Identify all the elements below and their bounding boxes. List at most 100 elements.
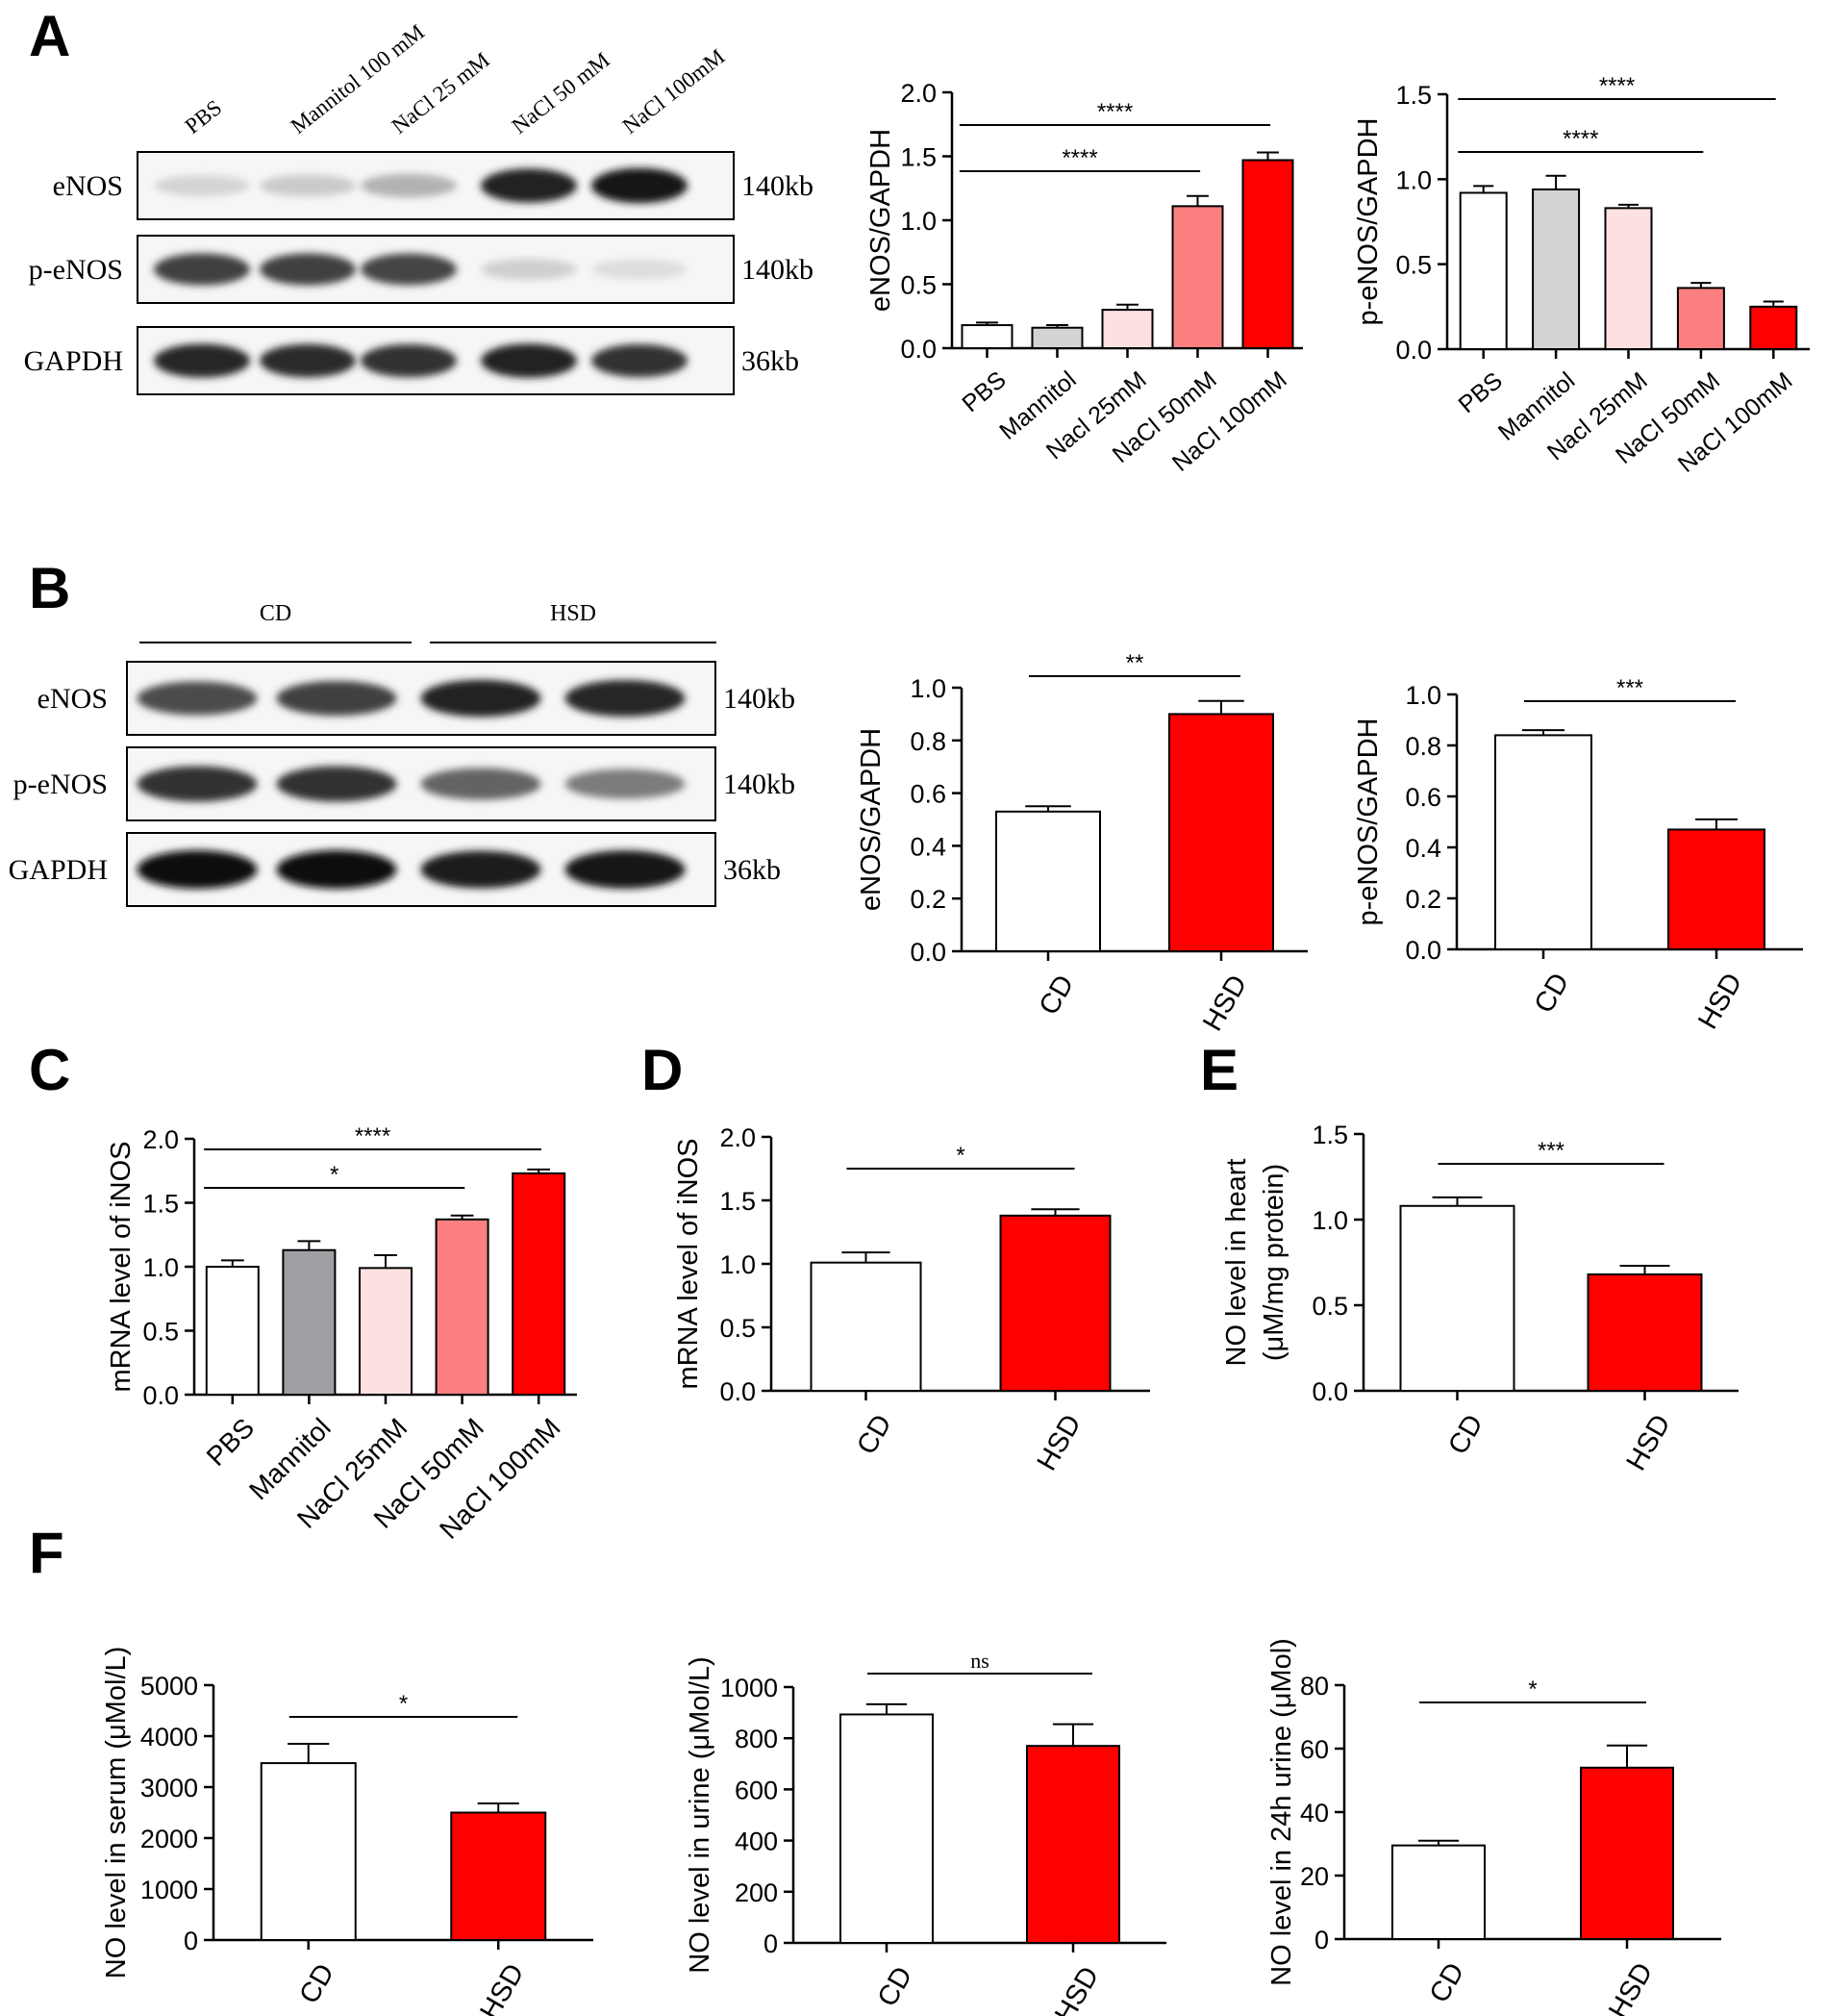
blot-band [361,343,457,378]
y-tick-label: 0.2 [910,885,946,914]
y-tick-label: 0.8 [1405,732,1441,761]
blot-band [260,253,356,286]
blot-group-label: CD [260,601,291,626]
y-tick-label: 0.5 [142,1318,179,1347]
y-tick-label: 600 [735,1776,778,1804]
y-tick-label: 0.2 [1405,885,1441,914]
x-tick-label: HSD [1197,970,1253,1037]
y-tick-label: 0.0 [719,1377,756,1406]
y-axis-label: NO level in serum (μMol/L) [101,1647,132,1978]
bar-hsd [1168,713,1274,953]
y-tick-label: 5000 [140,1672,198,1701]
blot-band [154,175,250,196]
y-tick-label: 0.6 [1405,783,1441,812]
bar-pbs [205,1266,260,1396]
blot-band [420,768,541,800]
blot-band [361,173,457,198]
significance-label: *** [1616,675,1643,701]
y-axis-label: p-eNOS/GAPDH [1353,718,1384,926]
y-tick-label: 0.5 [1395,251,1432,280]
bar-pbs [961,324,1014,349]
y-tick-label: 1.5 [1312,1121,1348,1149]
bar-cd [810,1261,922,1393]
blot-band [137,849,258,890]
panel-letter-e: E [1200,1038,1239,1102]
significance-label: * [330,1162,338,1188]
bar-nacl-50mm [1171,205,1224,349]
y-axis-label: NO level in heart [1221,1159,1252,1367]
blot-size-label: 140kb [723,769,795,800]
bar-nacl-100mm [1241,159,1294,349]
y-tick-label: 0.4 [1405,834,1441,863]
blot-band [260,174,356,197]
y-tick-label: 2000 [140,1825,198,1853]
blot-lane-label: NaCl 50 mM [508,48,614,139]
y-tick-label: 0.0 [1405,936,1441,965]
y-tick-label: 0.6 [910,780,946,809]
blot-size-label: 140kb [723,683,795,715]
blot-band [481,343,577,378]
y-tick-label: 1.0 [719,1250,756,1279]
blot-band [564,850,686,889]
x-tick-label: HSD [1621,1410,1677,1476]
y-tick-label: 20 [1300,1862,1329,1891]
x-tick-label: PBS [201,1412,261,1472]
y-tick-label: 0 [1314,1926,1329,1954]
bar-mannitol [1532,188,1581,350]
chart-b-enos: 0.0 0.2 0.4 0.6 0.8 1.0 eNOS/GAPDH CD HSD ** [856,650,1308,1037]
bar-mannitol [282,1248,337,1396]
panel-letter-a: A [29,4,71,68]
x-tick-label: HSD [474,1959,530,2016]
y-tick-label: 4000 [140,1723,198,1751]
x-tick-label: HSD [1603,1958,1659,2016]
panel-letter-b: B [29,556,71,620]
y-axis-label: p-eNOS/GAPDH [1353,118,1384,326]
chart-e: 0.0 0.5 1.0 1.5 NO level in heart (μM/mg prot… [1221,1121,1739,1476]
y-tick-label: 2.0 [719,1123,756,1152]
significance-label: * [956,1143,964,1169]
bar-nacl-50mm [435,1218,489,1397]
x-tick-label: CD [851,1410,898,1460]
significance-label: **** [355,1123,390,1149]
blot-band [137,766,258,802]
y-tick-label: 2.0 [900,79,937,108]
bar-nacl-25mm [1101,309,1154,350]
y-tick-label: 0.0 [142,1381,179,1410]
y-tick-label: 0.0 [1312,1377,1348,1406]
chart-a-penos: 0.00.51.01.5p-eNOS/GAPDHPBSMannitolNacl … [1353,73,1810,478]
bar-charts: 0.00.51.01.52.0eNOS/GAPDHPBSMannitolNacl… [101,73,1810,2016]
blot-band [481,168,577,203]
chart-a-enos: 0.00.51.01.52.0eNOS/GAPDHPBSMannitolNacl… [865,79,1303,477]
x-tick-label: PBS [1454,367,1508,419]
bar-cd [260,1762,357,1941]
bar-nacl-25mm [359,1267,413,1396]
blot-band [276,680,397,717]
bar-cd [839,1713,934,1945]
x-tick-label: CD [872,1962,919,2012]
blot-row-label: GAPDH [24,345,123,377]
blot-row-label: GAPDH [9,854,108,886]
bar-cd [995,810,1101,953]
blot-band [564,769,686,799]
y-tick-label: 80 [1300,1672,1329,1701]
x-tick-label: HSD [1049,1962,1105,2016]
x-tick-label: HSD [1032,1410,1088,1476]
blot-band [154,343,250,378]
y-tick-label: 3000 [140,1774,198,1802]
blot-band [361,253,457,286]
blot-band [420,679,541,718]
y-tick-label: 1000 [720,1674,778,1702]
significance-label: ns [970,1649,989,1673]
bar-nacl-100mm [1749,305,1798,351]
y-axis-label: mRNA level of iNOS [106,1141,137,1392]
y-tick-label: 1.0 [1395,165,1432,194]
bar-cd [1494,734,1592,951]
blot-band [260,343,356,378]
y-tick-label: 400 [735,1827,778,1856]
blot-band [591,343,688,378]
blot-row-label: p-eNOS [13,769,108,800]
blot-band [481,258,577,281]
